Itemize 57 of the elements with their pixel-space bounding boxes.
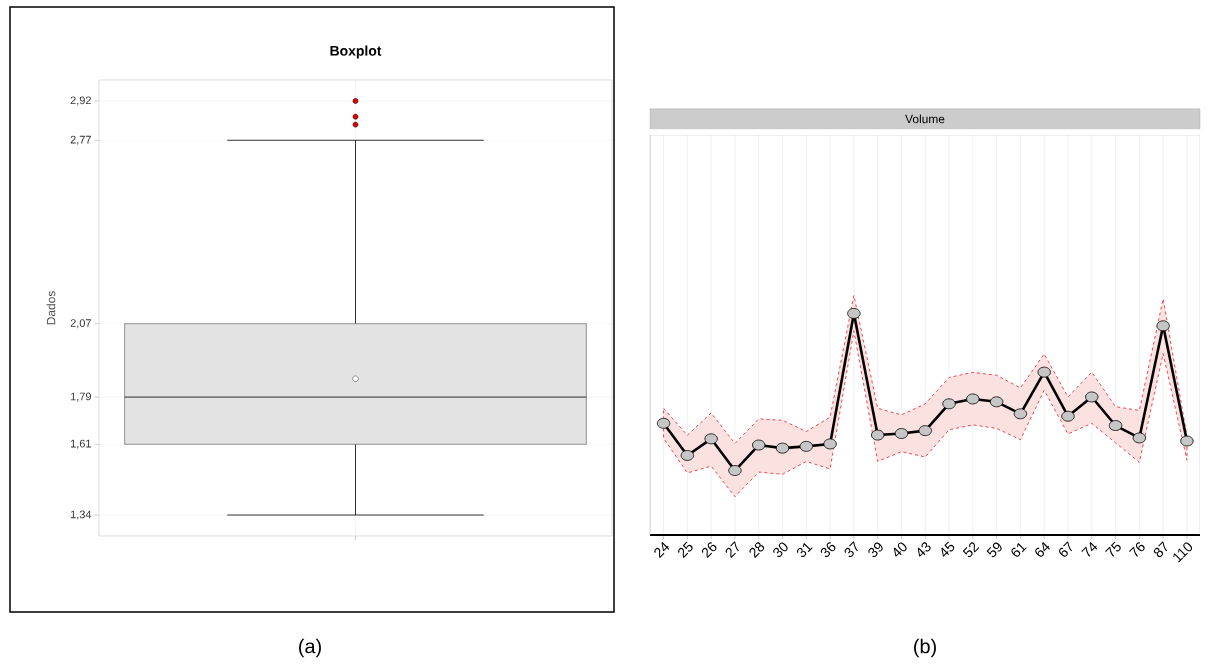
x-tick-label: 43 [917, 542, 931, 557]
x-tick-label: 110 [1173, 542, 1193, 563]
point [680, 450, 695, 461]
point [656, 417, 671, 429]
point [1061, 410, 1075, 422]
point [847, 308, 861, 319]
point [1132, 432, 1146, 444]
y-tick-label: 1,34 [70, 510, 92, 520]
x-tick-label: 40 [893, 542, 907, 557]
point [918, 425, 932, 437]
point [775, 442, 790, 454]
x-tick-label: 28 [749, 542, 765, 559]
x-tick-label: 27 [725, 541, 739, 559]
point [894, 428, 909, 439]
point [728, 465, 742, 476]
chart-title: Volume [905, 114, 945, 124]
y-axis-title: Dados [46, 291, 56, 325]
y-tick-label: 1,61 [70, 439, 91, 449]
text: (a) [299, 638, 321, 658]
text: (b) [914, 638, 936, 658]
x-tick-label: 76 [1129, 542, 1145, 557]
x-tick-label: 74 [1081, 541, 1098, 557]
x-tick-label: 61 [1011, 542, 1027, 557]
point [871, 429, 885, 441]
x-tick-label: 24 [654, 542, 670, 559]
point [1108, 420, 1123, 431]
x-tick-label: 25 [678, 541, 693, 559]
x-tick-label: 39 [868, 542, 883, 558]
x-tick-label: 26 [701, 542, 717, 559]
x-tick-label: 52 [962, 542, 980, 558]
x-tick-label: 37 [844, 541, 858, 558]
x-tick-label: 59 [986, 542, 1002, 558]
point [989, 396, 1004, 408]
point [1085, 391, 1099, 403]
point [752, 439, 766, 451]
point [704, 433, 718, 445]
y-tick-label: 2,07 [70, 319, 91, 329]
x-tick-label: 36 [820, 542, 836, 558]
x-tick-label: 31 [796, 542, 813, 558]
x-tick-label: 87 [1153, 541, 1168, 558]
chart-title: Boxplot [330, 45, 382, 59]
point [823, 438, 837, 450]
x-tick-label: 75 [1105, 541, 1121, 557]
x-tick-label: 64 [1035, 542, 1050, 557]
y-tick-label: 2,77 [70, 135, 91, 145]
point [966, 393, 980, 405]
point [1037, 366, 1051, 378]
y-tick-label: 1,79 [70, 392, 91, 402]
x-tick-label: 67 [1059, 541, 1073, 557]
point [799, 440, 813, 452]
point [942, 398, 956, 410]
point [1013, 408, 1028, 420]
y-tick-label: 2,92 [70, 96, 91, 106]
point [1156, 320, 1170, 332]
x-tick-label: 45 [941, 541, 955, 557]
point [1180, 435, 1194, 447]
x-tick-label: 30 [773, 542, 788, 558]
